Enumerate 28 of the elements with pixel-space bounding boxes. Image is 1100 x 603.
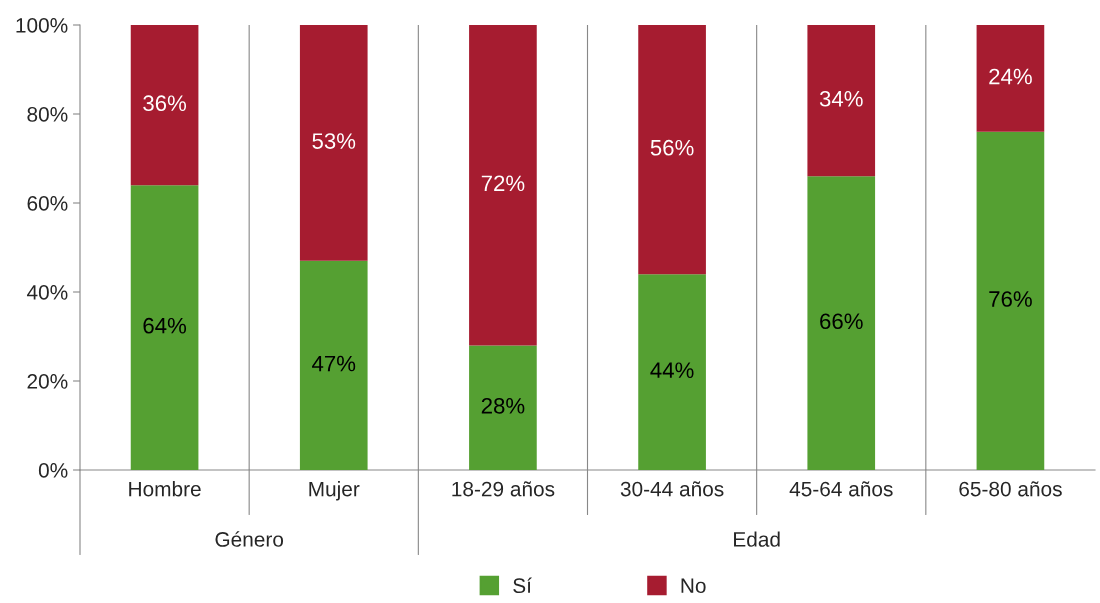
x-tick-label: Mujer [309,481,360,501]
data-label: 34% [819,90,863,107]
data-label: 28% [481,397,525,414]
data-label: 64% [143,317,187,334]
data-label: 36% [143,95,187,112]
y-tick-label: 100% [16,18,68,33]
x-tick-label: 45-64 años [789,481,893,497]
y-tick-label: 0% [38,463,68,478]
x-tick-label: Hombre [129,481,201,497]
data-label: 44% [650,362,694,378]
x-tick-label: 65-80 años [959,481,1062,497]
legend-label: Sí [513,577,532,594]
data-label: 53% [312,133,356,149]
x-tick-label: 30-44 años [620,481,724,497]
data-label: 24% [989,68,1032,85]
text: Edad [734,531,780,547]
y-tick-label: 60% [27,196,68,211]
data-label: 76% [989,291,1032,307]
y-tick-label: 40% [26,285,68,300]
data-label: 72% [481,175,525,192]
data-label: 56% [650,139,694,156]
data-label: 47% [312,355,356,372]
legend-label: No [681,578,706,594]
y-tick-label: 80% [27,107,68,122]
x-tick-label: 18-29 años [452,481,555,497]
y-tick-label: 20% [27,374,68,389]
data-label: 66% [820,313,863,330]
text: Género [215,531,284,547]
